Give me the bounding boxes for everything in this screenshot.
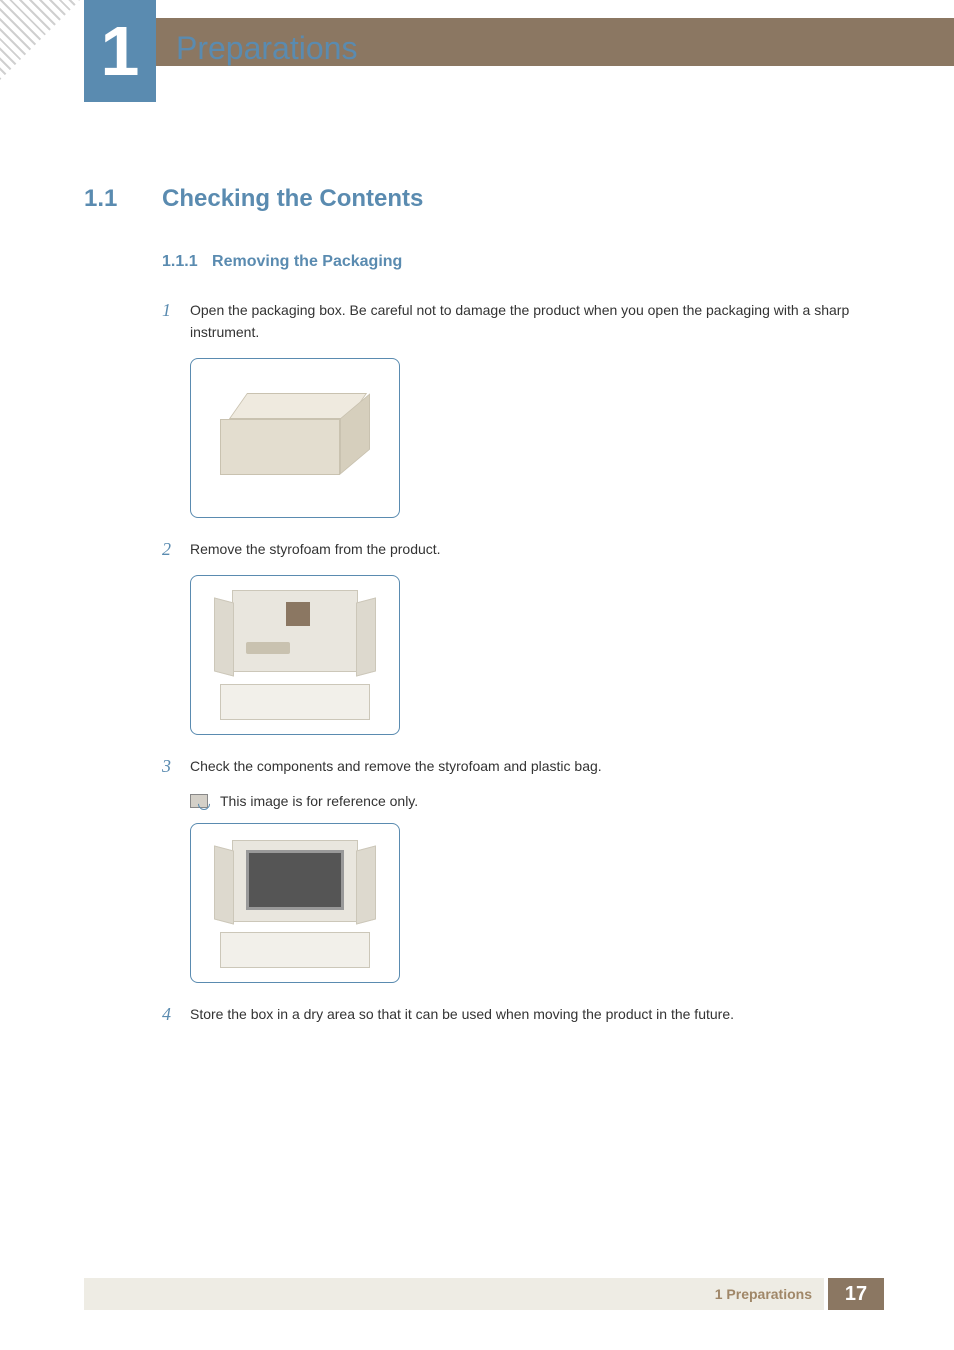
step-text: Store the box in a dry area so that it c… xyxy=(190,1003,884,1026)
subsection-title: Removing the Packaging xyxy=(212,253,402,270)
footer-bar xyxy=(84,1278,824,1310)
footer-label: 1 Preparations xyxy=(715,1286,812,1302)
step-text: Remove the styrofoam from the product. xyxy=(190,538,884,561)
monitor-illustration xyxy=(210,838,380,968)
page-number: 17 xyxy=(828,1278,884,1310)
note-icon xyxy=(190,794,208,808)
section-number: 1.1 xyxy=(84,185,162,213)
chapter-number: 1 xyxy=(101,11,140,91)
content-area: 1.1 Checking the Contents 1.1.1 Removing… xyxy=(84,185,884,1040)
step-4: 4 Store the box in a dry area so that it… xyxy=(162,1003,884,1026)
section-heading: 1.1 Checking the Contents xyxy=(84,185,884,213)
step-text: Open the packaging box. Be careful not t… xyxy=(190,299,884,344)
styrofoam-illustration xyxy=(210,590,380,720)
figure-closed-box xyxy=(190,358,400,518)
chapter-title: Preparations xyxy=(176,30,357,67)
step-1: 1 Open the packaging box. Be careful not… xyxy=(162,299,884,344)
step-2: 2 Remove the styrofoam from the product. xyxy=(162,538,884,561)
note-text: This image is for reference only. xyxy=(220,793,418,809)
step-3: 3 Check the components and remove the st… xyxy=(162,755,884,778)
figure-monitor xyxy=(190,823,400,983)
subsection-number: 1.1.1 xyxy=(162,253,198,270)
step-number: 4 xyxy=(162,1003,190,1026)
note-row: This image is for reference only. xyxy=(190,793,884,809)
step-number: 2 xyxy=(162,538,190,561)
corner-decoration xyxy=(0,0,80,80)
step-number: 1 xyxy=(162,299,190,344)
chapter-tab: 1 xyxy=(84,0,156,102)
section-title: Checking the Contents xyxy=(162,185,423,213)
subsection-heading: 1.1.1 Removing the Packaging xyxy=(162,253,884,271)
step-text: Check the components and remove the styr… xyxy=(190,755,884,778)
figure-styrofoam xyxy=(190,575,400,735)
step-number: 3 xyxy=(162,755,190,778)
box-illustration xyxy=(220,393,370,483)
